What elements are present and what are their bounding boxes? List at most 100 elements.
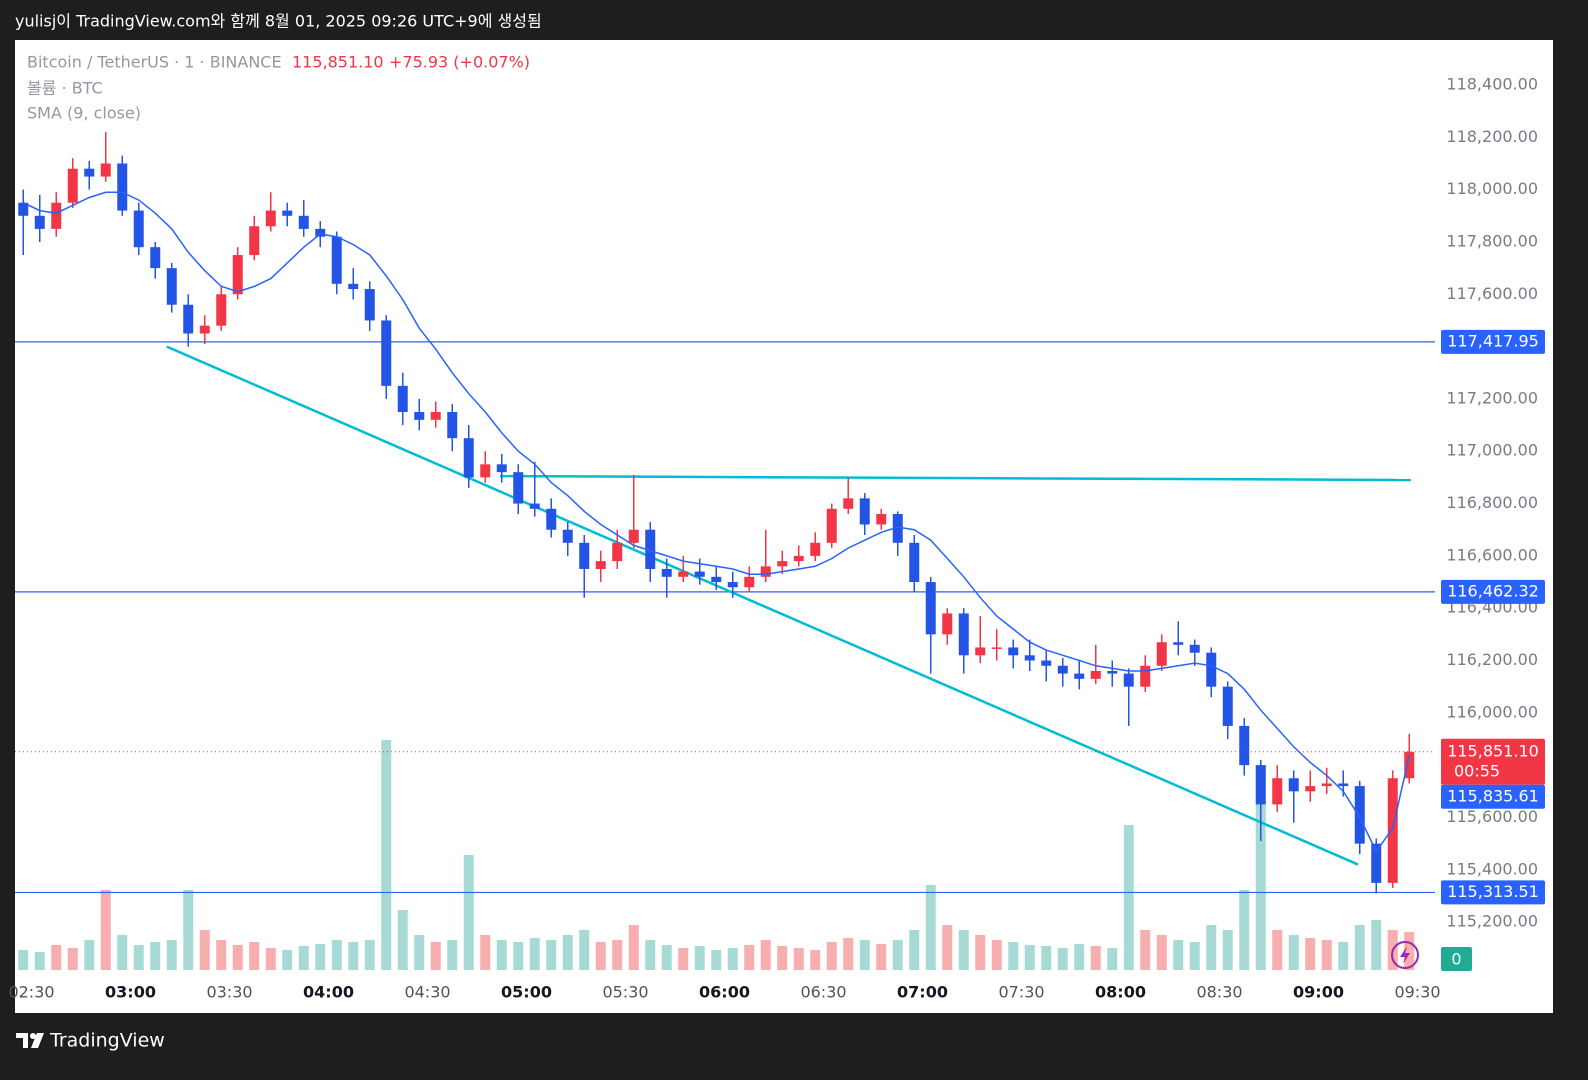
volume-bar [546, 940, 557, 970]
volume-bar [645, 940, 656, 970]
candle-body [34, 215, 45, 229]
volume-bar [727, 948, 738, 970]
volume-bar [876, 944, 887, 970]
candle-body [595, 561, 606, 569]
volume-bar [909, 930, 920, 970]
volume-bar [1206, 925, 1217, 970]
footer-logo[interactable]: TradingView [16, 1030, 165, 1052]
volume-bar [892, 940, 903, 970]
candle-body [925, 582, 936, 635]
x-tick-label: 06:00 [699, 983, 750, 1002]
volume-bar [1008, 942, 1019, 970]
volume-bar [150, 942, 161, 970]
volume-bar [1074, 944, 1085, 970]
volume-bar [249, 942, 260, 970]
volume-bar [810, 950, 821, 970]
volume-bar [1239, 890, 1250, 970]
volume-bar [1107, 948, 1118, 970]
alert-bolt[interactable] [1400, 946, 1410, 964]
candle-body [513, 472, 524, 504]
candle-body [166, 268, 177, 305]
legend-price: 115,851.10 [292, 53, 384, 72]
volume-bar [18, 950, 29, 970]
candle-body [678, 571, 689, 577]
candle-body [612, 542, 623, 562]
candle-body [1057, 665, 1068, 674]
candle-body [348, 283, 359, 290]
volume-bar [414, 935, 425, 970]
alert-icon[interactable] [1391, 941, 1419, 969]
candle-body [430, 412, 441, 420]
logo-slash[interactable] [31, 1033, 44, 1048]
candle-body [315, 228, 326, 237]
candle-body [480, 464, 491, 478]
volume-bar [513, 942, 524, 970]
logo-dot[interactable] [30, 1033, 36, 1039]
volume-bar [397, 910, 408, 970]
plot [15, 132, 1435, 970]
candle-body [1041, 660, 1052, 666]
candle-body [1288, 778, 1299, 792]
volume-bar [282, 950, 293, 970]
candle-body [1371, 843, 1382, 883]
candle-body [727, 582, 738, 588]
volume-bar [826, 942, 837, 970]
x-tick-label: 09:00 [1293, 983, 1344, 1002]
y-tick-label: 116,800.00 [1446, 493, 1538, 512]
y-tick-label: 115,200.00 [1446, 912, 1538, 931]
y-tick-label: 117,000.00 [1446, 441, 1538, 460]
candle-body [1272, 778, 1283, 805]
candle-body [529, 503, 540, 509]
candle-body [232, 255, 243, 295]
volume-bar [34, 952, 45, 970]
volume-bar [628, 925, 639, 970]
candle-body [579, 542, 590, 569]
candle-body [892, 514, 903, 543]
candle-body [1074, 673, 1085, 679]
y-tick-label: 115,400.00 [1446, 859, 1538, 878]
candle-body [1206, 652, 1217, 687]
volume-bar [925, 885, 936, 970]
volume-bar [51, 945, 62, 970]
candle-body [183, 304, 194, 334]
sma-legend: SMA (9, close) [27, 104, 141, 123]
y-tick-label: 118,400.00 [1446, 74, 1538, 93]
sma-price-label: 115,835.61 [1447, 786, 1539, 805]
candle-body [199, 325, 210, 334]
volume-bar [793, 948, 804, 970]
candle-body [843, 498, 854, 509]
logo-mark[interactable] [16, 1033, 28, 1048]
header: yulisj이 TradingView.com와 함께 8월 01, 2025 … [15, 12, 542, 31]
volume-bar [1222, 930, 1233, 970]
volume-bar [1140, 930, 1151, 970]
volume-bar [694, 946, 705, 970]
x-tick-label: 07:00 [897, 983, 948, 1002]
candle-body [1107, 670, 1118, 674]
candle-body [909, 542, 920, 583]
volume-bar [991, 940, 1002, 970]
volume-bar [1288, 935, 1299, 970]
x-tick-label: 09:30 [1394, 983, 1440, 1002]
legend: Bitcoin / TetherUS · 1 · BINANCE 115,851… [27, 53, 530, 123]
candle-body [546, 508, 557, 530]
alert-circle[interactable] [1391, 941, 1419, 969]
volume-bar [183, 890, 194, 970]
volume-bar [1354, 925, 1365, 970]
y-tick-label: 116,600.00 [1446, 545, 1538, 564]
volume-bar [1404, 932, 1415, 970]
volume-bar [331, 940, 342, 970]
y-tick-label: 117,800.00 [1446, 231, 1538, 250]
volume-bar [661, 945, 672, 970]
candle-body [826, 508, 837, 543]
volume-bar [1123, 825, 1134, 970]
volume-bar [463, 855, 474, 970]
candle-body [810, 542, 821, 556]
volume-bar [942, 925, 953, 970]
candle-body [216, 294, 227, 326]
volume-bar [67, 948, 78, 970]
volume-bar [381, 740, 392, 970]
candle-body [282, 210, 293, 216]
volume-bar [1090, 946, 1101, 970]
footer-brand[interactable]: TradingView [49, 1030, 165, 1052]
